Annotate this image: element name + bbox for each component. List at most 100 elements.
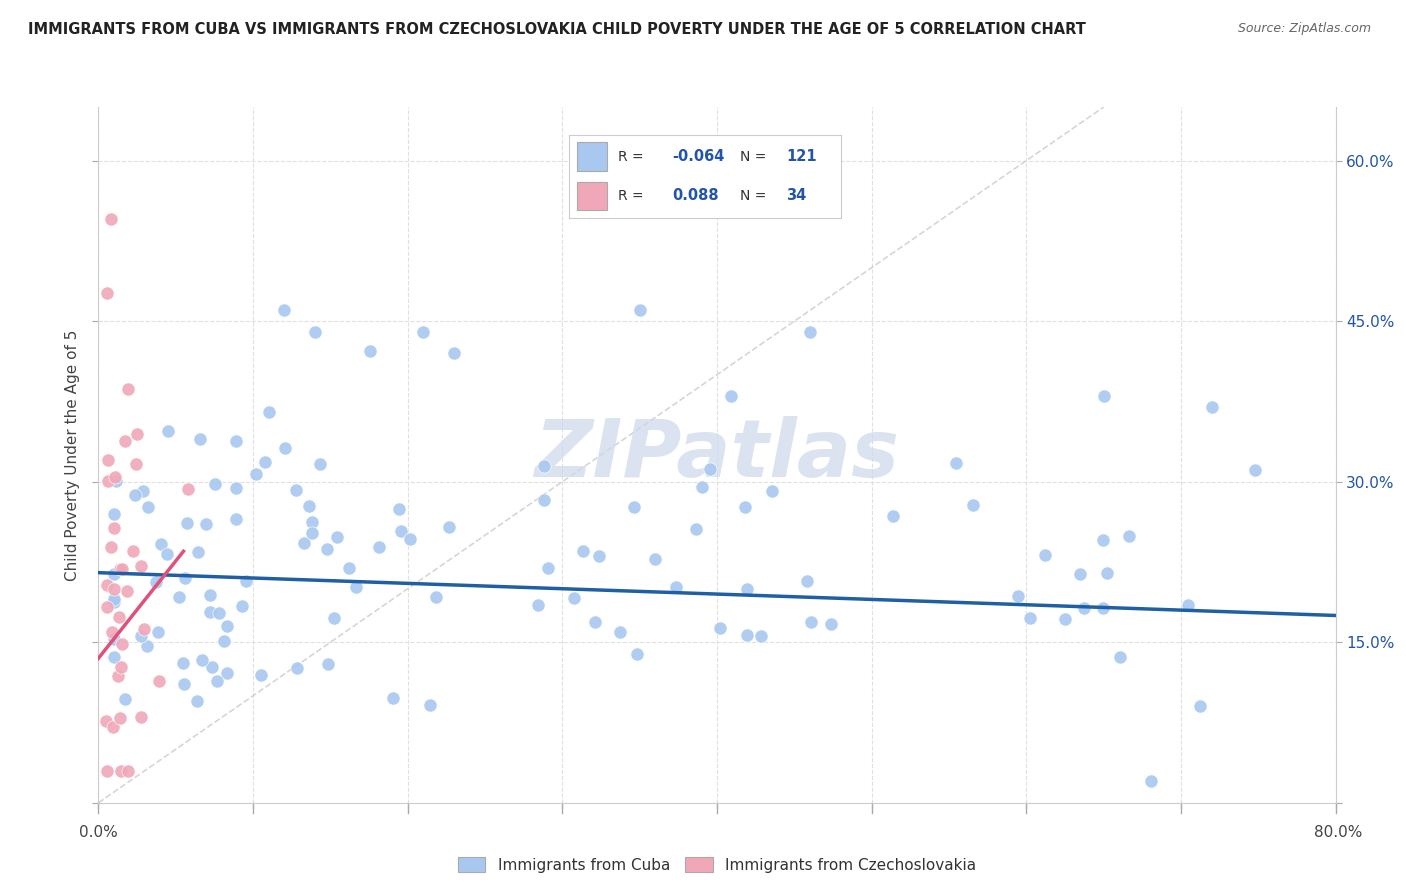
Point [1201, 400, 1223, 414]
Text: Source: ZipAtlas.com: Source: ZipAtlas.com [1237, 22, 1371, 36]
Point [285, 660, 308, 674]
Point [124, 457, 146, 471]
Point [437, 520, 460, 534]
Point [132, 484, 155, 499]
Point [1007, 590, 1029, 604]
Point [129, 710, 152, 724]
Point [127, 426, 149, 441]
Point [145, 575, 167, 590]
Point [1053, 612, 1076, 626]
Point [1069, 567, 1091, 582]
Point [609, 625, 631, 640]
Point [301, 526, 323, 541]
Point [344, 580, 367, 594]
Point [1118, 529, 1140, 543]
Point [111, 561, 134, 575]
Point [761, 484, 783, 499]
Point [204, 476, 226, 491]
Point [96, 714, 118, 728]
Point [737, 582, 759, 596]
Point [945, 456, 967, 470]
Point [1033, 548, 1056, 562]
Point [799, 615, 821, 629]
Point [882, 509, 904, 524]
Point [562, 591, 585, 606]
Point [129, 629, 152, 643]
Point [148, 624, 170, 639]
Point [104, 470, 127, 484]
Point [419, 698, 441, 712]
Point [690, 480, 713, 494]
Point [217, 619, 239, 633]
Point [301, 515, 323, 529]
Point [623, 500, 645, 514]
Point [200, 588, 222, 602]
Point [103, 567, 125, 582]
Point [231, 599, 253, 613]
Point [533, 493, 555, 508]
Point [1177, 598, 1199, 612]
Point [110, 764, 132, 778]
Point [205, 673, 228, 688]
Point [685, 522, 707, 536]
Point [212, 633, 235, 648]
Point [225, 434, 247, 449]
Point [186, 694, 208, 708]
Point [103, 632, 125, 646]
Point [709, 621, 731, 635]
Point [187, 545, 209, 559]
Y-axis label: Child Poverty Under the Age of 5: Child Poverty Under the Age of 5 [65, 329, 80, 581]
Point [571, 544, 593, 558]
Point [225, 512, 247, 526]
Point [157, 424, 180, 438]
Point [103, 650, 125, 665]
Point [1244, 463, 1267, 477]
Point [644, 552, 666, 566]
Point [425, 590, 447, 604]
Point [1140, 774, 1163, 789]
Point [368, 540, 391, 554]
Point [626, 647, 648, 661]
Point [172, 656, 194, 670]
Point [103, 507, 125, 521]
Point [1092, 601, 1115, 615]
Point [796, 574, 818, 588]
Point [308, 457, 330, 471]
Point [298, 499, 321, 513]
Point [108, 562, 131, 576]
Point [316, 657, 339, 671]
Point [198, 606, 221, 620]
Point [124, 488, 146, 502]
Point [108, 610, 131, 624]
Point [583, 615, 606, 629]
Point [735, 628, 758, 642]
Point [177, 482, 200, 496]
Point [194, 517, 217, 532]
Point [820, 617, 842, 632]
Point [97, 475, 120, 489]
Point [1188, 699, 1211, 714]
Point [225, 481, 247, 495]
Point [148, 673, 170, 688]
Point [323, 611, 346, 625]
Point [399, 533, 422, 547]
Point [114, 434, 136, 449]
Point [235, 574, 257, 589]
Point [110, 637, 132, 651]
Point [167, 591, 190, 605]
Point [103, 595, 125, 609]
Point [136, 500, 159, 514]
Point [412, 325, 434, 339]
Point [527, 598, 550, 612]
Legend: Immigrants from Cuba, Immigrants from Czechoslovakia: Immigrants from Cuba, Immigrants from Cz… [451, 850, 983, 879]
Point [588, 549, 610, 563]
Point [533, 458, 555, 473]
Point [96, 577, 118, 591]
Point [249, 668, 271, 682]
Point [382, 691, 405, 706]
Text: ZIPatlas: ZIPatlas [534, 416, 900, 494]
Point [101, 624, 124, 639]
Point [274, 441, 297, 455]
Point [304, 325, 326, 339]
Point [96, 764, 118, 778]
